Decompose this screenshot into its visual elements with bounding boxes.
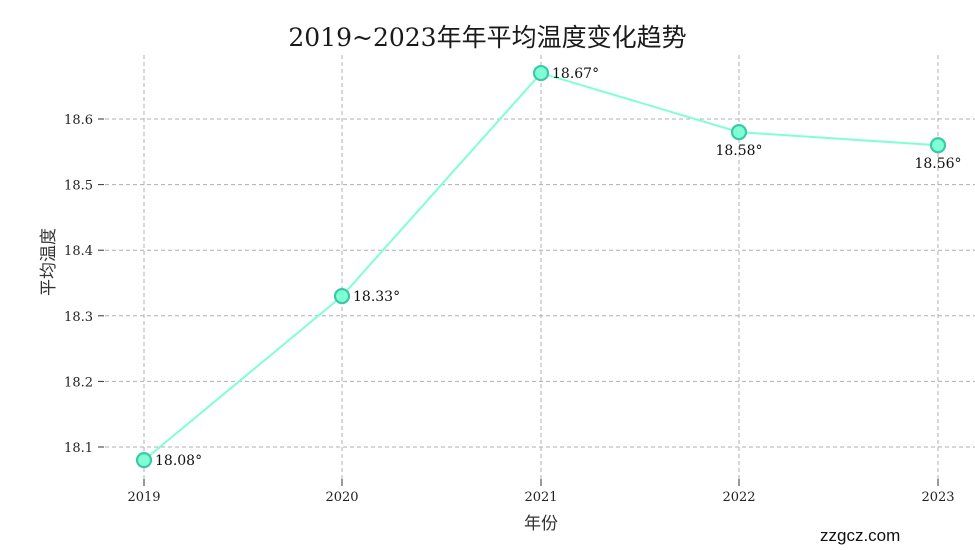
- x-tick-label: 2023: [921, 490, 954, 505]
- chart-title: 2019~2023年年平均温度变化趋势: [288, 23, 687, 52]
- grid-lines: [105, 55, 975, 479]
- y-tick-label: 18.3: [64, 310, 93, 325]
- data-point-marker: [333, 288, 351, 305]
- y-tick-label: 18.4: [64, 244, 93, 259]
- x-tick-label: 2019: [127, 490, 160, 505]
- data-point-marker: [929, 137, 947, 154]
- x-tick-label: 2021: [524, 490, 557, 505]
- data-labels: 18.08° 18.33° 18.67° 18.58° 18.56°: [155, 66, 962, 469]
- y-tick-label: 18.2: [64, 375, 93, 390]
- data-point-markers: [135, 64, 947, 469]
- data-point-marker: [135, 452, 153, 469]
- x-axis-label: 年份: [524, 514, 558, 534]
- x-tick-label: 2020: [325, 490, 358, 505]
- data-value-label: 18.08°: [155, 453, 202, 469]
- y-axis-ticks: 18.1 18.2 18.3 18.4 18.5 18.6: [64, 113, 104, 456]
- x-axis-ticks: 2019 2020 2021 2022 2023: [127, 479, 955, 505]
- watermark: zzgcz.com: [820, 526, 901, 545]
- y-axis-label: 平均温度: [39, 228, 59, 296]
- x-tick-label: 2022: [722, 490, 755, 505]
- data-point-marker: [532, 64, 550, 82]
- data-value-label: 18.67°: [552, 66, 599, 82]
- data-point-marker: [730, 124, 748, 141]
- data-value-label: 18.33°: [353, 289, 400, 305]
- data-value-label: 18.58°: [715, 143, 762, 159]
- y-tick-label: 18.1: [64, 441, 93, 456]
- y-tick-label: 18.6: [64, 113, 93, 128]
- data-value-label: 18.56°: [914, 156, 961, 172]
- y-tick-label: 18.5: [64, 179, 93, 194]
